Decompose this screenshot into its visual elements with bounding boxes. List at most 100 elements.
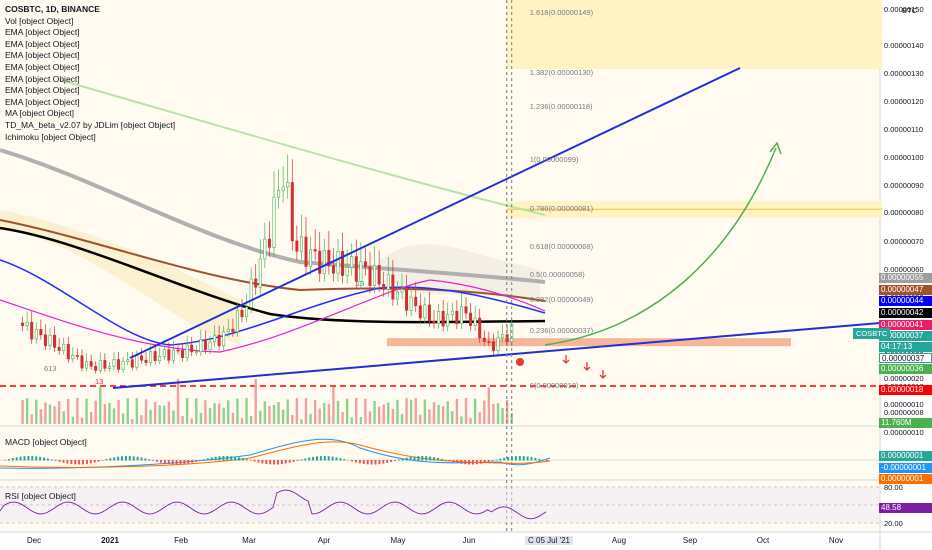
volume-bar (492, 403, 495, 424)
volume-bar (505, 400, 509, 424)
candle-body (39, 329, 43, 336)
price-tick-0: 0.00000150 (884, 5, 924, 14)
indicator-0[interactable]: Vol [object Object] (5, 15, 74, 26)
candle-body (194, 351, 198, 353)
candle-body (450, 310, 454, 315)
red-arrow-2 (599, 370, 607, 379)
macd-histogram-bar (31, 456, 34, 461)
price-tick-16: 0.00000008 (884, 408, 924, 417)
time-tick-11: Nov (828, 536, 844, 545)
candle-body (409, 296, 413, 311)
volume-bar (195, 398, 198, 424)
volume-bar (57, 401, 61, 424)
volume-bar (259, 410, 262, 424)
candle-body (382, 283, 386, 290)
time-tick-7: C 05 Jul '21 (525, 536, 573, 545)
time-tick-9: Sep (682, 536, 698, 545)
indicator-9[interactable]: TD_MA_beta_v2.07 by JDLim [object Object… (5, 119, 176, 130)
indicator-6[interactable]: EMA [object Object] (5, 85, 80, 96)
macd-histogram-bar (11, 458, 14, 461)
volume-bar (167, 401, 171, 424)
candle-body (277, 190, 281, 198)
candle-body (414, 296, 418, 307)
time-tick-10: Oct (756, 536, 770, 545)
price-tag-1: 0.00000047 (879, 285, 932, 295)
indicator-10[interactable]: Ichimoku [object Object] (5, 131, 96, 142)
volume-bar (304, 398, 308, 424)
time-tick-5: May (390, 536, 406, 545)
volume-bar (272, 405, 276, 424)
candle-body (98, 360, 102, 371)
macd-histogram-bar (218, 456, 221, 461)
volume-bar (345, 398, 349, 424)
indicator-2[interactable]: EMA [object Object] (5, 38, 80, 49)
macd-histogram-bar (187, 460, 190, 464)
volume-bar (213, 403, 216, 424)
rsi-line (0, 489, 547, 520)
macd-histogram-bar (4, 460, 6, 461)
macd-histogram-bar (27, 456, 30, 461)
volume-bar (131, 419, 134, 424)
volume-bar (451, 411, 454, 424)
volume-bar (473, 398, 477, 424)
support-zone (387, 338, 791, 347)
macd-histogram-bar (43, 457, 45, 461)
indicator-4[interactable]: EMA [object Object] (5, 61, 80, 72)
volume-bar (291, 414, 294, 424)
macd-histogram-bar (199, 460, 201, 461)
volume-bar (185, 398, 189, 424)
price-tick-7: 0.00000080 (884, 208, 924, 217)
macd-histogram-bar (234, 456, 237, 461)
macd-histogram-bar (277, 460, 279, 465)
volume-bar (94, 400, 97, 424)
macd-histogram-bar (292, 460, 295, 462)
macd-histogram-bar (195, 460, 198, 462)
fib-zone-top (506, 0, 882, 70)
indicator-1[interactable]: EMA [object Object] (5, 27, 80, 38)
candle-body (313, 249, 317, 252)
macd-histogram-bar (50, 459, 53, 461)
macd-histogram-bar (401, 458, 404, 461)
candle-body (331, 265, 335, 274)
candle-body (181, 349, 185, 358)
volume-bar (501, 408, 504, 424)
macd-histogram-bar (214, 456, 217, 461)
volume-bar (254, 379, 257, 424)
candle-body (53, 334, 57, 348)
rsi-axis-20: 20.00 (884, 519, 903, 528)
macd-histogram-bar (526, 456, 529, 461)
volume-bar (437, 404, 440, 424)
macd-histogram-bar (58, 460, 61, 462)
indicator-3[interactable]: EMA [object Object] (5, 50, 80, 61)
candle-body (304, 236, 308, 267)
candle-body (354, 256, 358, 282)
candle-body (441, 310, 445, 327)
candle-body (267, 238, 271, 248)
symbol-title[interactable]: COSBTC, 1D, BINANCE (5, 4, 100, 14)
candle-body (167, 349, 171, 361)
candle-body (345, 267, 349, 276)
candle-body (89, 361, 93, 367)
price-tag-8: 0.00000036 (879, 364, 932, 374)
macd-histogram-bar (374, 460, 377, 465)
annotation-613: 613 (44, 364, 57, 373)
macd-label[interactable]: MACD [object Object] (5, 437, 87, 447)
macd-pane-bg (0, 427, 880, 479)
macd-histogram-bar (429, 456, 432, 461)
candle-body (34, 329, 38, 340)
indicator-5[interactable]: EMA [object Object] (5, 73, 80, 84)
candle-body (66, 343, 70, 360)
volume-bar (30, 414, 33, 424)
macd-histogram-bar (331, 456, 334, 461)
indicator-7[interactable]: EMA [object Object] (5, 96, 80, 107)
candle-body (418, 305, 422, 319)
indicator-8[interactable]: MA [object Object] (5, 108, 74, 119)
volume-bar (158, 405, 161, 424)
volume-bar (240, 418, 244, 424)
macd-histogram-bar (507, 457, 510, 461)
macd-histogram-bar (440, 458, 443, 461)
macd-histogram-bar (343, 459, 346, 461)
time-tick-4: Apr (317, 536, 331, 545)
rsi-label[interactable]: RSI [object Object] (5, 491, 76, 501)
